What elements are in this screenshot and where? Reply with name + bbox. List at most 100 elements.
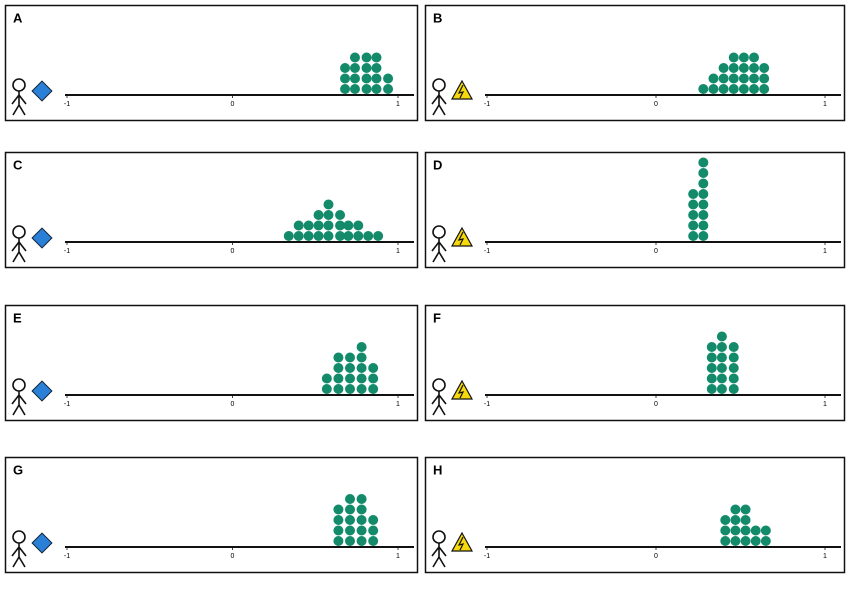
dot (333, 536, 344, 546)
dot (333, 525, 344, 536)
panel-frame (4, 4, 419, 122)
dot (345, 504, 356, 515)
tick-label: -1 (484, 248, 490, 255)
dot (333, 363, 344, 373)
dot (750, 536, 761, 546)
tick-label: 0 (231, 101, 235, 108)
icon-warning (450, 79, 474, 100)
tick-label: 0 (231, 401, 235, 408)
icon-diamond (31, 227, 53, 249)
dot (698, 231, 709, 241)
dot (368, 536, 379, 546)
body (431, 91, 447, 116)
panel-frame (424, 4, 846, 122)
tick-label: 1 (396, 401, 400, 408)
panel: G -1 0 1 (4, 456, 419, 574)
panel-label: E (13, 310, 22, 325)
panel: F -1 0 1 (424, 304, 846, 422)
dot (321, 384, 332, 394)
head (432, 378, 446, 392)
dot (698, 199, 709, 210)
dot (730, 536, 741, 546)
dot (759, 73, 770, 84)
dot (335, 231, 346, 241)
dot (728, 342, 739, 352)
dot (706, 352, 717, 363)
panel: C -1 0 1 (4, 151, 419, 269)
stick-figure (431, 378, 447, 416)
dot (323, 210, 334, 220)
dot (356, 504, 367, 515)
dot (688, 220, 699, 231)
dot (368, 384, 379, 394)
dot (293, 231, 304, 241)
icon-warning (450, 226, 474, 247)
stick-figure (431, 78, 447, 116)
dot (356, 373, 367, 384)
dot (321, 373, 332, 384)
dot (313, 231, 324, 241)
dot (345, 373, 356, 384)
dot (740, 504, 751, 515)
dot (740, 525, 751, 536)
dot (716, 342, 727, 352)
dot (313, 210, 324, 220)
stick-figure (431, 225, 447, 263)
dot (368, 373, 379, 384)
body (11, 391, 27, 416)
dot (371, 52, 382, 63)
tick-label: 1 (396, 248, 400, 255)
dot (688, 199, 699, 210)
stick-figure (11, 225, 27, 263)
dot (361, 52, 372, 63)
dot (293, 220, 304, 231)
dot (361, 84, 372, 94)
panel-frame (424, 456, 846, 574)
dot (340, 84, 351, 94)
dot (361, 63, 372, 73)
dot (333, 384, 344, 394)
dot (688, 231, 699, 241)
panel-frame (424, 304, 846, 422)
dot (323, 199, 334, 210)
icon-bolt (457, 384, 465, 399)
dot (730, 515, 741, 525)
panel: D -1 0 1 (424, 151, 846, 269)
dot (313, 220, 324, 231)
panel-frame (4, 304, 419, 422)
dot (749, 84, 760, 94)
dot (730, 525, 741, 536)
dot (749, 73, 760, 84)
dot (698, 157, 709, 168)
dot (345, 352, 356, 363)
dot (728, 84, 739, 94)
dot (368, 363, 379, 373)
icon-diamond (31, 80, 53, 102)
dot (698, 210, 709, 220)
dot (335, 220, 346, 231)
icon-diamond (31, 380, 53, 402)
stick-figure (431, 530, 447, 568)
panel-label: A (13, 10, 23, 25)
panel-label: C (13, 157, 23, 172)
dot (349, 84, 360, 94)
dot (728, 73, 739, 84)
dot (760, 536, 771, 546)
tick-label: 0 (231, 248, 235, 255)
dot (340, 73, 351, 84)
dot (750, 525, 761, 536)
dot (343, 220, 354, 231)
dot (698, 220, 709, 231)
icon-bolt (457, 231, 465, 246)
tick-label: -1 (484, 553, 490, 560)
dot (323, 231, 334, 241)
tick-label: 0 (654, 553, 658, 560)
dot (706, 373, 717, 384)
dot (738, 52, 749, 63)
tick-label: -1 (64, 553, 70, 560)
dot (759, 63, 770, 73)
tick-label: 1 (396, 553, 400, 560)
dot (716, 352, 727, 363)
dot (730, 504, 741, 515)
head (432, 225, 446, 239)
